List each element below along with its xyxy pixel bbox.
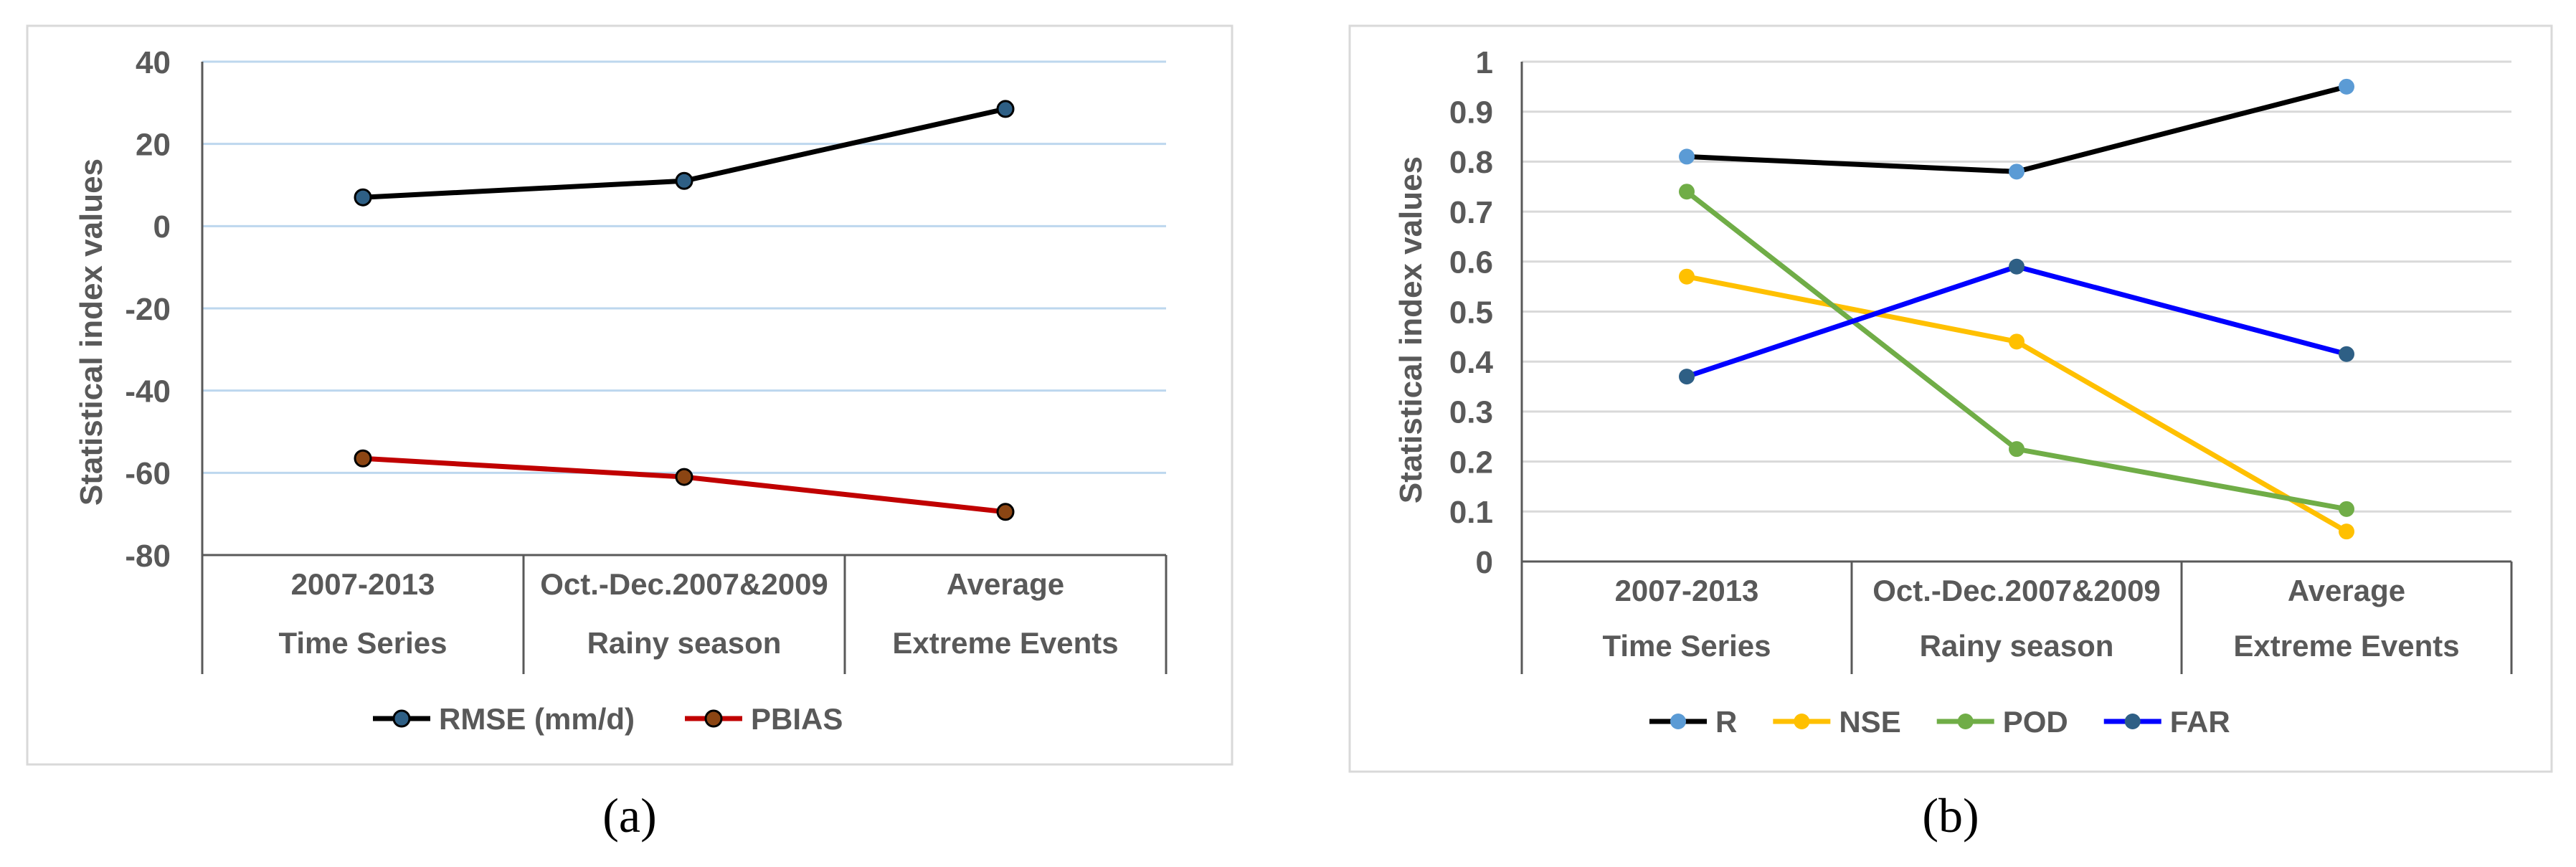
legend-marker-swatch bbox=[1670, 714, 1686, 729]
data-point bbox=[2339, 523, 2354, 540]
y-tick-label: 0 bbox=[153, 209, 171, 245]
legend-entry: FAR bbox=[2103, 705, 2230, 739]
legend-label: PBIAS bbox=[751, 702, 843, 736]
y-tick-label: 0.6 bbox=[1449, 245, 1493, 280]
x-category-label-top: Average bbox=[2288, 574, 2405, 607]
y-tick-label: 40 bbox=[136, 45, 171, 80]
y-tick-label: 0.5 bbox=[1449, 295, 1493, 330]
y-tick-label: 1 bbox=[1476, 45, 1493, 80]
panel-a-frame bbox=[26, 24, 1233, 766]
data-point bbox=[2009, 441, 2025, 458]
y-tick-label: -60 bbox=[125, 456, 171, 491]
y-tick-label: 0.9 bbox=[1449, 95, 1493, 131]
y-tick-label: -40 bbox=[125, 374, 171, 409]
data-point bbox=[2339, 78, 2354, 95]
legend-marker-swatch bbox=[392, 709, 411, 728]
legend-entry: RMSE (mm/d) bbox=[373, 702, 635, 736]
y-tick-label: 0.7 bbox=[1449, 195, 1493, 230]
data-point bbox=[2009, 258, 2025, 275]
legend-label: POD bbox=[2003, 705, 2068, 739]
legend-label: RMSE (mm/d) bbox=[439, 702, 635, 736]
x-category-label-top: 2007-2013 bbox=[1615, 574, 1759, 607]
legend-marker-swatch bbox=[2124, 714, 2141, 729]
legend-entry: POD bbox=[1936, 705, 2068, 739]
data-point bbox=[996, 503, 1015, 521]
x-category-label-bottom: Time Series bbox=[1602, 629, 1771, 663]
legend-entry: PBIAS bbox=[685, 702, 843, 736]
data-point bbox=[354, 449, 372, 468]
data-point bbox=[675, 171, 693, 190]
y-tick-label: 0.1 bbox=[1449, 495, 1493, 530]
x-category-label-bottom: Time Series bbox=[278, 626, 447, 660]
data-point bbox=[2009, 164, 2025, 180]
y-tick-label: 0.4 bbox=[1449, 345, 1494, 380]
legend-marker-swatch bbox=[704, 709, 723, 728]
x-category-label-top: Oct.-Dec.2007&2009 bbox=[1872, 574, 2161, 607]
data-point bbox=[1679, 268, 1695, 285]
legend-label: R bbox=[1715, 705, 1737, 739]
data-point bbox=[1679, 369, 1695, 385]
panel-a-caption: (a) bbox=[602, 788, 656, 843]
data-point bbox=[354, 188, 372, 207]
legend-marker-swatch bbox=[1794, 714, 1810, 729]
x-category-label-bottom: Extreme Events bbox=[892, 626, 1118, 660]
data-point bbox=[996, 100, 1015, 118]
x-category-label-bottom: Extreme Events bbox=[2233, 629, 2459, 663]
panel-a-y-axis-title: Statistical index values bbox=[74, 158, 109, 506]
panel-b-y-axis-title: Statistical index values bbox=[1393, 156, 1429, 503]
data-point bbox=[1679, 148, 1695, 165]
x-category-label-top: 2007-2013 bbox=[291, 567, 435, 601]
legend-entry: NSE bbox=[1773, 705, 1901, 739]
panel-a-chart: 40 20 0 -20 -40 -60 -80 2007-2013 Time Series Oc… bbox=[26, 24, 1233, 766]
legend-entry: R bbox=[1649, 705, 1737, 739]
y-tick-label: 0 bbox=[1476, 545, 1493, 580]
x-category-label-top: Average bbox=[947, 567, 1064, 601]
x-category-label-bottom: Rainy season bbox=[1920, 629, 2114, 663]
y-tick-label: 20 bbox=[136, 128, 171, 163]
legend-label: FAR bbox=[2170, 705, 2230, 739]
data-point bbox=[1679, 184, 1695, 200]
panel-b-caption: (b) bbox=[1922, 788, 1979, 843]
x-category-label-top: Oct.-Dec.2007&2009 bbox=[540, 567, 828, 601]
y-tick-label: 0.3 bbox=[1449, 395, 1493, 430]
x-category-label-bottom: Rainy season bbox=[587, 626, 782, 660]
data-point bbox=[2009, 333, 2025, 350]
y-tick-label: -80 bbox=[125, 539, 171, 574]
legend-marker-swatch bbox=[1957, 714, 1974, 729]
panel-b-chart: 1 0.9 0.8 0.7 0.6 0.5 0.4 0.3 0.2 0.1 0 2007-2013 T… bbox=[1348, 24, 2553, 773]
data-point bbox=[2339, 501, 2354, 517]
legend-label: NSE bbox=[1839, 705, 1900, 739]
data-point bbox=[2339, 346, 2354, 362]
y-tick-label: -20 bbox=[125, 292, 171, 327]
y-tick-label: 0.8 bbox=[1449, 145, 1493, 180]
y-tick-label: 0.2 bbox=[1449, 445, 1493, 480]
data-point bbox=[675, 468, 693, 486]
